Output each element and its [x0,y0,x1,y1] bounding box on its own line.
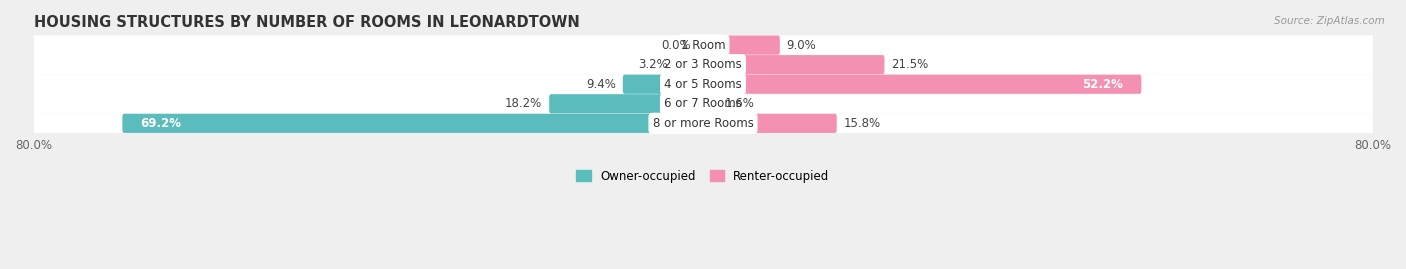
Text: HOUSING STRUCTURES BY NUMBER OF ROOMS IN LEONARDTOWN: HOUSING STRUCTURES BY NUMBER OF ROOMS IN… [34,15,579,30]
Text: 3.2%: 3.2% [638,58,668,71]
Text: 0.0%: 0.0% [661,39,690,52]
FancyBboxPatch shape [34,35,1372,55]
FancyBboxPatch shape [702,114,837,133]
Text: 1.6%: 1.6% [724,97,755,110]
Text: 18.2%: 18.2% [505,97,543,110]
FancyBboxPatch shape [34,114,1372,133]
FancyBboxPatch shape [34,55,1372,75]
FancyBboxPatch shape [34,94,1372,114]
Text: 8 or more Rooms: 8 or more Rooms [652,117,754,130]
Text: 69.2%: 69.2% [141,117,181,130]
FancyBboxPatch shape [702,36,780,55]
Legend: Owner-occupied, Renter-occupied: Owner-occupied, Renter-occupied [576,169,830,183]
FancyBboxPatch shape [702,55,884,74]
FancyBboxPatch shape [34,75,1372,94]
Text: 9.0%: 9.0% [787,39,817,52]
Text: 15.8%: 15.8% [844,117,880,130]
FancyBboxPatch shape [675,55,704,74]
Text: 9.4%: 9.4% [586,78,616,91]
Text: 6 or 7 Rooms: 6 or 7 Rooms [664,97,742,110]
FancyBboxPatch shape [702,75,1142,94]
FancyBboxPatch shape [122,114,704,133]
Text: Source: ZipAtlas.com: Source: ZipAtlas.com [1274,16,1385,26]
FancyBboxPatch shape [550,94,704,113]
Text: 52.2%: 52.2% [1083,78,1123,91]
FancyBboxPatch shape [702,94,718,113]
Text: 21.5%: 21.5% [891,58,928,71]
Text: 4 or 5 Rooms: 4 or 5 Rooms [664,78,742,91]
Text: 2 or 3 Rooms: 2 or 3 Rooms [664,58,742,71]
FancyBboxPatch shape [623,75,704,94]
Text: 1 Room: 1 Room [681,39,725,52]
